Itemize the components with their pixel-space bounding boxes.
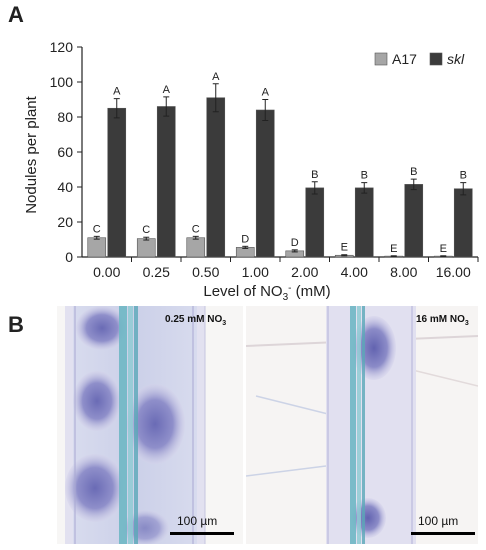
significance-letter: C (192, 223, 200, 235)
x-axis-label: Level of NO3- (mM) (203, 283, 330, 303)
bar-a17 (136, 238, 156, 258)
significance-letter: D (241, 233, 249, 245)
legend-label: skl (447, 51, 465, 67)
y-tick-label: 100 (50, 74, 74, 90)
bar-skl (404, 184, 424, 258)
bar-group: DB (285, 169, 325, 258)
scale-label-b: 100 µm (177, 514, 218, 528)
significance-letter: B (361, 170, 368, 182)
micrograph-c: 16 mM NO3 100 µm (246, 306, 478, 544)
micrograph-b: 0.25 mM NO3 100 µm (57, 306, 243, 544)
x-tick-label: 8.00 (390, 264, 417, 280)
bar-group: CA (136, 84, 176, 258)
y-ticks: 0 20 40 60 80 100 120 (50, 39, 82, 265)
significance-letter: A (262, 87, 270, 99)
scale-bar-b (170, 532, 234, 535)
legend-label: A17 (392, 51, 417, 67)
legend: A17 skl (374, 51, 465, 67)
significance-letter: B (311, 169, 318, 181)
x-tick-label: 0.50 (192, 264, 219, 280)
x-tick-label: 0.25 (143, 264, 170, 280)
x-tick-label: 16.00 (436, 264, 471, 280)
bar-group: CA (87, 86, 127, 258)
bar-skl (255, 109, 275, 258)
x-tick-label: 1.00 (242, 264, 269, 280)
scale-label-c: 100 µm (418, 514, 459, 528)
bar-skl (107, 107, 127, 258)
panel-label-b: B (8, 312, 24, 337)
x-tick-label: 4.00 (341, 264, 368, 280)
significance-letter: B (410, 166, 417, 178)
scale-bar-c (411, 532, 475, 535)
concentration-label-c: 16 mM NO3 (416, 314, 469, 327)
y-axis-label: Nodules per plant (23, 95, 40, 213)
bar-group: EB (334, 170, 374, 258)
bar-a17 (87, 237, 107, 258)
significance-letter: B (460, 170, 467, 182)
significance-letter: A (212, 71, 220, 83)
significance-letter: E (440, 243, 447, 255)
significance-letter: A (163, 84, 171, 96)
significance-letter: E (390, 243, 397, 255)
x-tick-label: 0.00 (93, 264, 120, 280)
significance-letter: C (142, 224, 150, 236)
significance-letter: C (93, 223, 101, 235)
bar-group: DA (235, 87, 275, 258)
bar-skl (206, 97, 226, 258)
x-tick-labels: 0.00 0.25 0.50 1.00 2.00 4.00 8.00 16.00 (93, 257, 479, 280)
bar-group: EB (384, 166, 424, 258)
y-tick-label: 80 (57, 109, 73, 125)
panel-label-a: A (8, 2, 24, 27)
significance-letter: E (341, 242, 348, 254)
y-tick-label: 20 (57, 214, 73, 230)
legend-swatch (429, 52, 443, 66)
legend-swatch (374, 52, 388, 66)
bar-skl (156, 106, 176, 258)
concentration-label-b: 0.25 mM NO3 (165, 314, 227, 327)
significance-letter: D (291, 237, 299, 249)
bar-skl (453, 188, 473, 258)
bar-group: EB (433, 170, 473, 258)
y-tick-label: 0 (65, 249, 73, 265)
bar-group: CA (186, 71, 226, 258)
y-tick-label: 60 (57, 144, 73, 160)
y-tick-label: 40 (57, 179, 73, 195)
y-tick-label: 120 (50, 39, 74, 55)
bar-skl (305, 187, 325, 258)
x-tick-label: 2.00 (291, 264, 318, 280)
bar-a17 (186, 237, 206, 258)
significance-letter: A (113, 86, 121, 98)
bar-skl (354, 187, 374, 258)
